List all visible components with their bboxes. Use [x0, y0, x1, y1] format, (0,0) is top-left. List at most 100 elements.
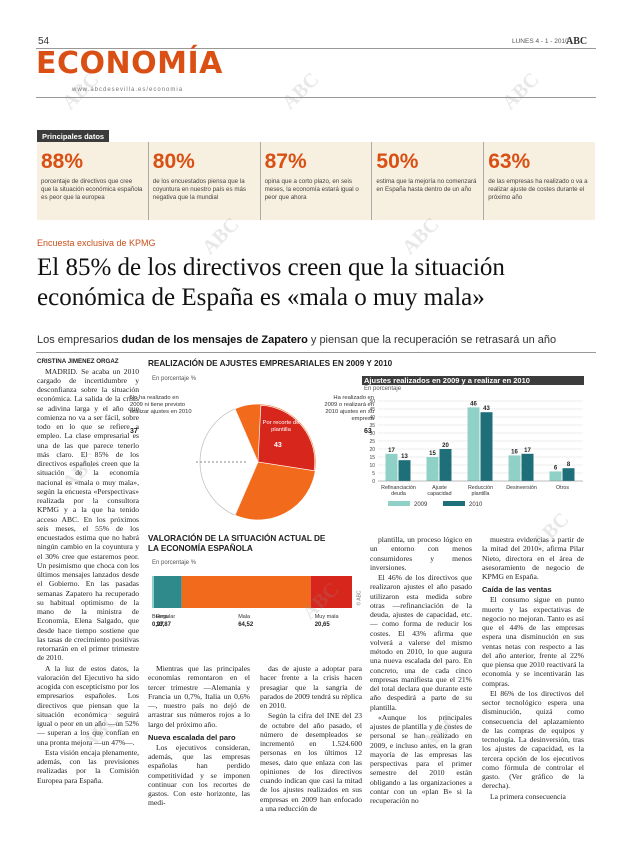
- bar-2009: [467, 407, 480, 481]
- watermark-text: ABC: [498, 68, 544, 114]
- key-data-value: 88%: [41, 150, 84, 173]
- pie-label-yes: Ha realizado en 2009 o realizará en 2010…: [324, 395, 374, 422]
- legend-swatch-2010: [443, 501, 465, 506]
- bar-2009: [426, 457, 439, 481]
- watermark-text: ABC: [278, 68, 324, 114]
- bar-value-label: 17: [388, 448, 395, 454]
- key-data-box: 88% porcentaje de directivos que cree qu…: [37, 142, 595, 220]
- key-data-value: 87%: [264, 150, 307, 173]
- pie-inner-value: 43: [274, 442, 282, 449]
- bar-value-label: 15: [429, 451, 436, 457]
- valuation-category-label: Regular: [156, 614, 175, 620]
- issue-date: LUNES 4 - 1 - 2010: [512, 38, 569, 45]
- valuation-segment-regular: [153, 576, 182, 608]
- article-headline: El 85% de los directivos creen que la si…: [37, 254, 505, 311]
- bar-chart: 0 5 10 15 20 25 30 35 40 45 50 17 13 Refinanciaciónde…: [369, 399, 583, 508]
- masthead-logo: ABC: [566, 36, 588, 47]
- bar-y-tick: 10: [369, 463, 375, 469]
- header-rule: [36, 48, 596, 49]
- legend-label: 2009: [414, 502, 428, 508]
- header-bottom-rule: [36, 97, 596, 98]
- bar-category-label: Otros: [556, 485, 569, 491]
- key-data-value: 80%: [152, 150, 195, 173]
- bar-y-tick: 40: [369, 415, 375, 421]
- bar-y-tick: 50: [369, 399, 375, 405]
- valuation-category-label: Buena: [152, 614, 169, 620]
- section-title: ECONOMÍA: [36, 46, 223, 81]
- article-column-5: muestra evidencias a partir de la mitad …: [482, 535, 584, 842]
- bar-chart-title-bg: [362, 376, 584, 385]
- bar-y-tick: 0: [372, 479, 375, 485]
- bar-category-label: Ajuste: [432, 485, 447, 491]
- byline: CRISTINA JIMÉNEZ ORGAZ: [37, 358, 119, 365]
- key-data-item: 50% estima que la mejoría no comenzará e…: [372, 142, 485, 220]
- bar-2009: [549, 471, 562, 481]
- paragraph: plantilla, un proceso lógico en un entor…: [370, 535, 472, 572]
- bar-2010: [439, 449, 452, 481]
- key-data-title: Principales datos: [37, 130, 110, 143]
- article-subhead: Los empresarios dudan de los mensajes de…: [37, 334, 556, 346]
- bar-value-label: 43: [483, 406, 490, 412]
- paragraph: La primera consecuencia: [490, 791, 566, 801]
- paragraph: «Aunque los principales ajustes de plant…: [370, 712, 472, 805]
- bar-value-label: 8: [567, 462, 571, 468]
- bar-value-label: 13: [401, 454, 408, 460]
- bar-2009: [508, 455, 521, 481]
- paragraph: Esta visión encaja plenamente, además, c…: [37, 747, 139, 785]
- valuation-value-label: 64,52: [238, 622, 254, 628]
- valuation-chart-subtitle: En porcentaje %: [152, 560, 197, 566]
- bar-2009: [385, 453, 398, 481]
- subhead-bold: dudan de los mensajes de Zapatero: [121, 334, 308, 346]
- legend-label: 2010: [469, 502, 483, 508]
- bar-y-tick: 5: [372, 471, 375, 477]
- article-kicker: Encuesta exclusiva de KPMG: [37, 238, 156, 248]
- key-data-value: 50%: [376, 150, 419, 173]
- bar-y-tick: 25: [369, 439, 375, 445]
- pie-chart-subtitle: En porcentaje %: [152, 376, 197, 382]
- key-data-item: 88% porcentaje de directivos que cree qu…: [37, 142, 149, 220]
- pie-label-no: No ha realizado en 2009 ni tiene previst…: [130, 395, 192, 415]
- pie-value-no: 37: [130, 428, 138, 435]
- key-data-item: 87% opina que a corto plazo, en seis mes…: [261, 142, 373, 220]
- valuation-chart: Buena 0,97 Regular 13,87 Mala 64,52 Muy mala 20…: [152, 576, 352, 628]
- bar-y-tick: 15: [369, 455, 375, 461]
- valuation-category-label: Mala: [238, 614, 251, 620]
- article-column-2: Mientras que las principales economías r…: [148, 664, 250, 842]
- valuation-segment-buena: [152, 576, 154, 608]
- bar-2010: [521, 453, 534, 481]
- pie-chart-title: REALIZACIÓN DE AJUSTES EMPRESARIALES EN …: [148, 359, 393, 368]
- subhead-rule: [36, 352, 596, 353]
- subhead-post: y piensan que la recuperación se retrasa…: [307, 334, 557, 346]
- paragraph: El consumo sigue en punto muerto y las e…: [482, 595, 584, 688]
- subheading: Nueva escalada del paro: [148, 732, 236, 742]
- article-column-1: CRISTINA JIMÉNEZ ORGAZ MADRID. Se acaba …: [37, 358, 139, 838]
- paragraph: El 46% de los directivos que realizaron …: [370, 573, 472, 712]
- valuation-segment-mala: [181, 576, 311, 608]
- bar-2010: [480, 412, 493, 481]
- legend-swatch-2009: [388, 501, 410, 506]
- paragraph: das de ajuste a adoptar para hacer frent…: [260, 664, 362, 710]
- chart-credit: © ABC: [356, 590, 363, 606]
- pie-value-yes: 63: [364, 428, 372, 435]
- paragraph: Según la cifra del INE del 23 de octubre…: [260, 711, 362, 813]
- bar-value-label: 46: [470, 401, 477, 407]
- bar-value-label: 17: [524, 448, 531, 454]
- subhead-pre: Los empresarios: [37, 334, 122, 346]
- article-column-4: plantilla, un proceso lógico en un entor…: [370, 535, 472, 842]
- bar-y-tick: 20: [369, 447, 375, 453]
- section-url[interactable]: www.abcdesevilla.es/economia: [72, 87, 184, 93]
- page-number: 54: [38, 36, 50, 47]
- valuation-value-label: 13,87: [156, 622, 172, 628]
- bar-value-label: 16: [511, 449, 518, 455]
- article-column-3: das de ajuste a adoptar para hacer frent…: [260, 664, 362, 842]
- paragraph: El 86% de los directivos del sector tecn…: [482, 688, 584, 791]
- subheading: Caída de las ventas: [482, 585, 552, 595]
- valuation-value-label: 0,97: [152, 622, 164, 628]
- key-data-text: estima que la mejoría no comenzará en Es…: [376, 178, 477, 194]
- key-data-text: de los encuestados piensa que la coyuntu…: [152, 178, 247, 202]
- bar-value-label: 6: [554, 465, 558, 471]
- bar-value-label: 20: [442, 443, 449, 449]
- valuation-segment-muy-mala: [310, 576, 352, 608]
- paragraph: Mientras que las principales economías r…: [148, 664, 250, 729]
- key-data-text: de las empresas ha realizado o va a real…: [488, 178, 588, 202]
